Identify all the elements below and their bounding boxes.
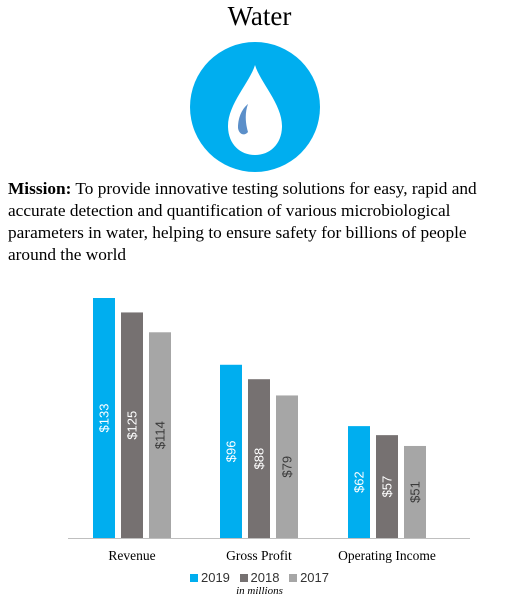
data-label-revenue-2019: $133 [97,404,112,433]
bar-revenue-2018 [121,312,143,538]
bar-operating-income-2017 [404,445,426,538]
drop-highlight [238,104,248,135]
mission-text: To provide innovative testing solutions … [8,179,477,264]
legend-swatch-2019 [189,574,198,582]
legend-label-2017: 2017 [300,570,329,585]
legend-item-2018: 2018 [239,570,280,585]
water-drop-icon [190,42,320,172]
category-label-operating-income: Operating Income [338,548,436,563]
legend-label-2019: 2019 [200,570,230,585]
bar-operating-income-2018 [376,435,398,538]
legend-label-2018: 2018 [250,570,280,585]
legend-item-2017: 2017 [289,570,329,585]
bar-gross-profit-2018 [248,379,270,538]
legend-item-2019: 2019 [189,570,230,585]
data-label-revenue-2017: $114 [153,421,168,449]
bar-revenue-2017 [149,332,171,538]
financial-bar-chart: $133 $125 $114 Revenue $96 $88 $79 Gross Profit… [68,298,470,563]
legend-swatch-2017 [289,574,298,582]
data-label-operating-income-2019: $62 [352,471,367,493]
mission-label: Mission: [8,179,72,198]
legend-swatch-2018 [239,574,248,582]
category-label-revenue: Revenue [108,548,155,563]
bar-gross-profit-2017 [276,395,298,538]
data-label-gross-profit-2019: $96 [224,441,239,463]
bar-revenue-2019 [93,298,115,538]
data-label-operating-income-2018: $57 [380,476,395,498]
page-title: Water [227,1,292,31]
chart-legend: 2019 2018 2017 [0,570,519,585]
bar-operating-income-2019 [348,426,370,538]
data-label-gross-profit-2018: $88 [252,448,267,470]
units-note: in millions [236,585,283,597]
mission-statement: Mission: To provide innovative testing s… [8,178,513,266]
data-label-operating-income-2017: $51 [408,481,423,503]
data-label-revenue-2018: $125 [125,411,140,440]
category-label-gross-profit: Gross Profit [226,548,292,563]
data-label-gross-profit-2017: $79 [280,456,295,478]
bar-gross-profit-2019 [220,364,242,538]
